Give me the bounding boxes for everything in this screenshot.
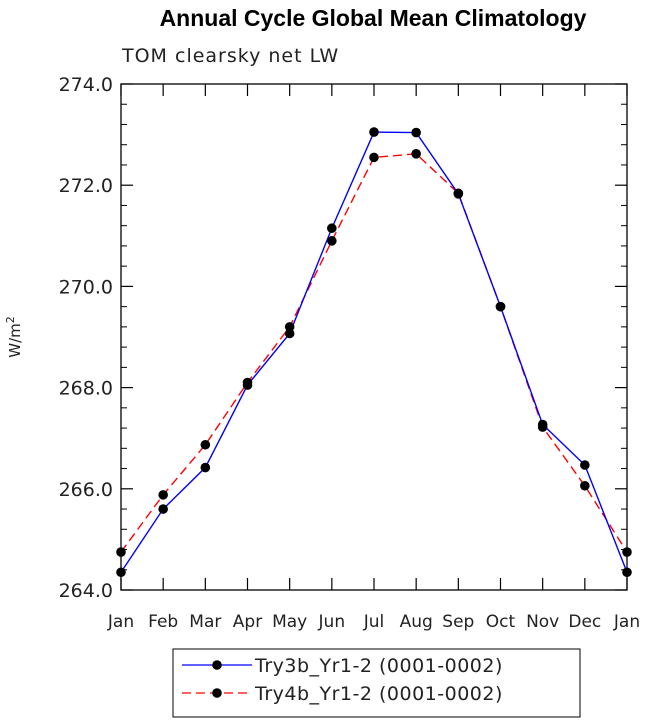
series-line-2 <box>120 153 628 553</box>
series-line-1 <box>120 131 628 573</box>
y-axis-label-base: W/m <box>6 323 24 358</box>
series-2-point <box>537 422 548 432</box>
y-tick-label: 274.0 <box>59 74 113 96</box>
minor-ticks <box>121 103 627 571</box>
series-2-point <box>495 301 506 312</box>
legend: Try3b_Yr1-2 (0001-0002) Try4b_Yr1-2 (000… <box>172 648 581 718</box>
legend-box <box>172 648 581 718</box>
series-layer <box>116 127 632 578</box>
y-tick-label: 266.0 <box>59 479 113 501</box>
x-tick-label: Dec <box>568 612 601 632</box>
series-2-point <box>411 149 421 159</box>
series-2-point <box>284 322 295 332</box>
x-tick-label: Jan <box>107 612 134 632</box>
legend-label-series-2: Try4b_Yr1-2 (0001-0002) <box>254 683 503 705</box>
x-tick-label: Jan <box>613 612 640 632</box>
x-tick-label: Sep <box>442 612 474 632</box>
y-axis-ticks: 264.0 266.0 268.0 270.0 272.0 274.0 <box>59 74 627 602</box>
series-2-point <box>327 236 337 246</box>
chart-title: Annual Cycle Global Mean Climatology <box>160 5 587 31</box>
x-tick-label: Jul <box>363 612 385 632</box>
legend-label-series-1: Try3b_Yr1-2 (0001-0002) <box>254 655 503 677</box>
plot-frame <box>120 83 628 591</box>
series-2-point <box>453 188 464 199</box>
series-1-point <box>284 328 295 339</box>
x-tick-label: Aug <box>400 612 433 632</box>
series-1-point <box>411 127 421 138</box>
x-tick-label: Jun <box>318 612 346 632</box>
x-tick-label: May <box>272 612 307 632</box>
legend-marker-series-1 <box>212 660 222 670</box>
y-tick-label: 268.0 <box>59 378 113 400</box>
x-tick-label: Nov <box>526 612 559 632</box>
series-1-point <box>580 460 590 470</box>
y-axis-label-superscript: 2 <box>4 316 17 323</box>
chart-subtitle: TOM clearsky net LW <box>121 45 339 67</box>
series-1-point <box>327 223 337 234</box>
x-tick-label: Apr <box>233 612 262 632</box>
series-1-point <box>158 504 168 514</box>
x-axis-ticks: Jan Feb Mar Apr May Jun Jul Aug Sep Oct Nov Dec Jan <box>107 84 640 632</box>
x-tick-label: Oct <box>486 612 516 632</box>
y-axis-label: W/m2 <box>4 316 24 358</box>
y-tick-label: 272.0 <box>59 175 113 197</box>
y-tick-label: 270.0 <box>59 276 113 298</box>
x-tick-label: Feb <box>148 612 178 632</box>
series-1-point <box>369 127 379 137</box>
series-2-point <box>242 377 253 388</box>
y-tick-label: 264.0 <box>59 580 113 602</box>
x-tick-label: Mar <box>189 612 221 632</box>
series-2-point <box>580 480 590 491</box>
series-2-point <box>369 152 379 163</box>
series-1-point <box>200 462 211 473</box>
legend-marker-series-2 <box>212 688 222 698</box>
series-2-point <box>158 490 168 500</box>
series-2-point <box>200 439 211 450</box>
